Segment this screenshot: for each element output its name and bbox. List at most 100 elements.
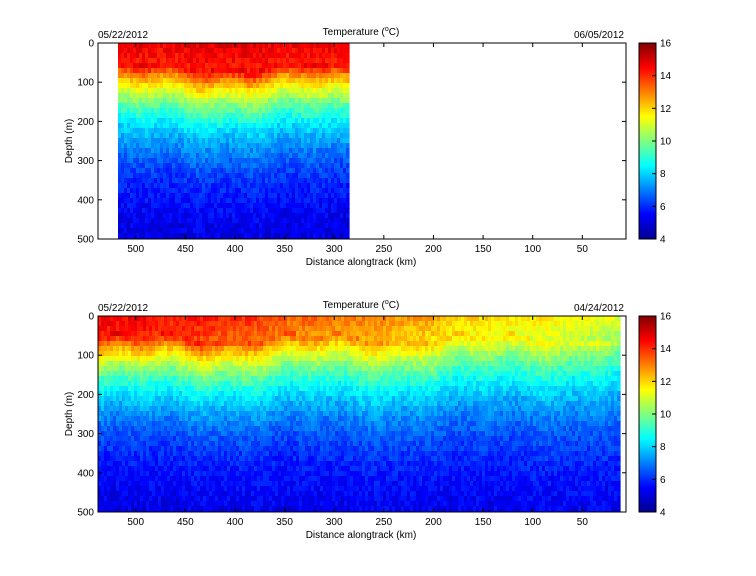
heatmap-cell [265,228,269,234]
heatmap-cell [200,361,204,367]
heatmap-cell [253,153,257,159]
heatmap-cell [158,481,162,487]
heatmap-cell [233,396,237,402]
heatmap-cell [301,143,305,149]
heatmap-cell [134,416,138,422]
heatmap-cell [340,213,344,219]
heatmap-cell [128,486,132,492]
heatmap-cell [155,321,159,327]
heatmap-cell [197,366,201,372]
heatmap-cell [265,93,269,99]
heatmap-cell [307,103,311,109]
heatmap-cell [304,68,308,74]
heatmap-cell [229,63,233,69]
heatmap-cell [289,78,293,84]
heatmap-cell [206,491,210,497]
heatmap-cell [253,48,257,54]
heatmap-cell [133,158,137,164]
heatmap-cell [140,436,144,442]
panel-bottom-plot-area [98,316,621,512]
heatmap-cell [176,356,180,362]
heatmap-cell [221,416,225,422]
heatmap-cell [178,188,182,194]
heatmap-cell [322,218,326,224]
heatmap-cell [139,63,143,69]
heatmap-cell [137,436,141,442]
heatmap-cell [206,376,210,382]
heatmap-cell [280,43,284,49]
heatmap-cell [148,208,152,214]
heatmap-cell [163,63,167,69]
heatmap-cell [244,143,248,149]
heatmap-cell [209,326,213,332]
colorbar-tick-label: 8 [660,169,666,180]
heatmap-cell [280,168,284,174]
heatmap-cell [184,128,188,134]
heatmap-cell [182,326,186,332]
heatmap-cell [319,88,323,94]
heatmap-cell [172,128,176,134]
heatmap-cell [133,78,137,84]
heatmap-cell [130,198,134,204]
heatmap-cell [148,53,152,59]
heatmap-cell [172,233,176,239]
heatmap-cell [149,486,153,492]
heatmap-cell [208,138,212,144]
heatmap-cell [250,148,254,154]
heatmap-cell [301,158,305,164]
heatmap-cell [208,113,212,119]
heatmap-cell [116,431,120,437]
heatmap-cell [154,53,158,59]
heatmap-cell [134,376,138,382]
heatmap-cell [179,326,183,332]
heatmap-cell [157,88,161,94]
heatmap-cell [119,481,123,487]
heatmap-cell [265,193,269,199]
heatmap-cell [298,93,302,99]
heatmap-cell [199,98,203,104]
heatmap-cell [202,203,206,209]
heatmap-cell [164,471,168,477]
heatmap-cell [262,83,266,89]
heatmap-cell [184,188,188,194]
heatmap-cell [128,426,132,432]
heatmap-cell [199,118,203,124]
heatmap-cell [334,73,338,79]
heatmap-cell [340,118,344,124]
heatmap-cell [253,98,257,104]
heatmap-cell [124,148,128,154]
heatmap-cell [271,233,275,239]
heatmap-cell [328,68,332,74]
heatmap-cell [250,233,254,239]
heatmap-cell [235,83,239,89]
heatmap-cell [202,78,206,84]
heatmap-cell [152,421,156,427]
heatmap-cell [169,143,173,149]
heatmap-cell [199,73,203,79]
heatmap-cell [152,436,156,442]
heatmap-cell [134,421,138,427]
heatmap-cell [145,153,149,159]
heatmap-cell [98,346,102,352]
heatmap-cell [214,228,218,234]
heatmap-cell [128,421,132,427]
heatmap-cell [145,78,149,84]
heatmap-cell [331,98,335,104]
heatmap-cell [169,78,173,84]
heatmap-cell [187,178,191,184]
heatmap-cell [130,173,134,179]
heatmap-cell [166,218,170,224]
panel-bottom-title-degree: o [385,299,389,306]
heatmap-cell [221,366,225,372]
heatmap-cell [121,43,125,49]
heatmap-cell [325,213,329,219]
heatmap-cell [188,436,192,442]
heatmap-cell [226,198,230,204]
heatmap-cell [331,163,335,169]
heatmap-cell [277,133,281,139]
heatmap-cell [325,93,329,99]
heatmap-cell [206,346,210,352]
heatmap-cell [154,213,158,219]
heatmap-cell [154,58,158,64]
heatmap-cell [200,476,204,482]
